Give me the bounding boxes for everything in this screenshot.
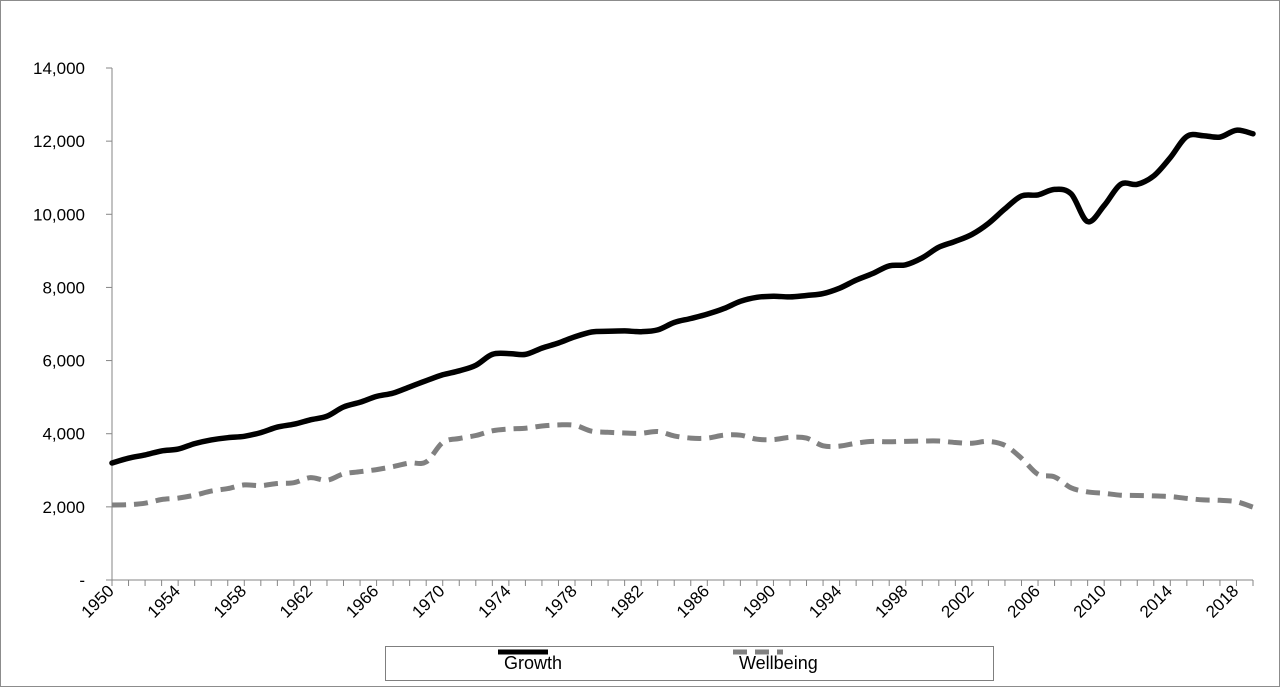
legend-swatch-growth xyxy=(498,649,548,655)
legend-item-growth: Growth xyxy=(498,647,562,680)
y-tick-label: - xyxy=(79,571,85,590)
x-tick-label: 1978 xyxy=(541,581,581,621)
y-tick-label: 14,000 xyxy=(33,59,85,78)
legend-label-wellbeing: Wellbeing xyxy=(739,653,818,673)
x-tick-label: 1994 xyxy=(805,581,845,621)
x-tick-label: 2002 xyxy=(938,581,978,621)
x-tick-label: 1970 xyxy=(408,581,448,621)
y-tick-label: 2,000 xyxy=(42,498,85,517)
x-tick-label: 1998 xyxy=(871,581,911,621)
x-tick-label: 2006 xyxy=(1004,581,1044,621)
series-lines xyxy=(109,127,1256,510)
y-tick-label: 6,000 xyxy=(42,352,85,371)
series-line-wellbeing xyxy=(111,422,1254,510)
x-axis-ticks: 1950 1954 1958 1962 1966 1970 1974 1978 1982 1986… xyxy=(78,580,1254,622)
x-tick-label: 1974 xyxy=(475,581,515,621)
y-tick-label: 4,000 xyxy=(42,425,85,444)
x-tick-label: 1990 xyxy=(739,581,779,621)
y-tick-label: 10,000 xyxy=(33,205,85,224)
legend: Growth Wellbeing xyxy=(385,646,994,681)
legend-item-wellbeing: Wellbeing xyxy=(733,647,818,680)
y-tick-label: 12,000 xyxy=(33,132,85,151)
series-line-growth xyxy=(109,127,1256,466)
x-tick-label: 2014 xyxy=(1136,581,1176,621)
x-tick-label: 1982 xyxy=(607,581,647,621)
x-tick-label: 2018 xyxy=(1202,581,1242,621)
x-tick-label: 1966 xyxy=(342,581,382,621)
x-tick-label: 2010 xyxy=(1070,581,1110,621)
x-tick-label: 1958 xyxy=(210,581,250,621)
x-tick-label: 1954 xyxy=(144,581,184,621)
y-tick-label: 8,000 xyxy=(42,278,85,297)
legend-swatch-wellbeing xyxy=(733,649,783,655)
x-tick-label: 1962 xyxy=(276,581,316,621)
chart-axes xyxy=(111,68,1253,581)
y-axis-ticks: - 2,000 4,000 6,000 8,000 10,000 12,000 14,000 xyxy=(33,59,112,590)
x-tick-label: 1986 xyxy=(673,581,713,621)
legend-label-growth: Growth xyxy=(504,653,563,673)
